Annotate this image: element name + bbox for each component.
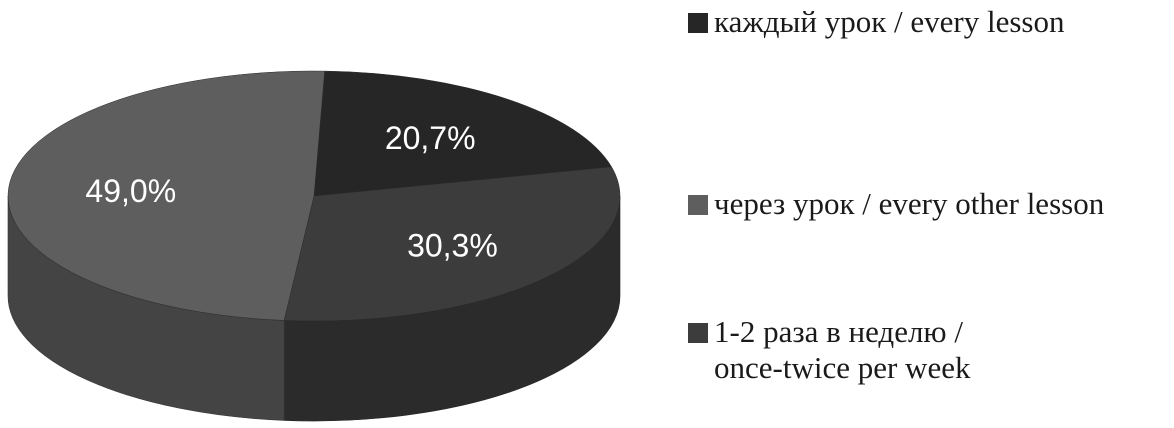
pie-label-every-lesson: 20,7% <box>385 120 476 156</box>
pie-slice-every-other-lesson <box>7 70 325 321</box>
pie-label-once-twice-per-week: 30,3% <box>407 227 498 263</box>
legend-swatch-once-twice-per-week <box>688 323 708 343</box>
pie-chart: 20,7% 30,3% 49,0% <box>7 70 621 422</box>
legend-entry-every-lesson: каждый урок / every lesson <box>688 4 1064 40</box>
legend-label-once-twice-per-week: 1-2 раза в неделю / once-twice per week <box>714 314 971 385</box>
legend-swatch-every-lesson <box>688 13 708 33</box>
pie-slice-labels: 20,7% 30,3% 49,0% <box>85 120 497 263</box>
pie-label-every-other-lesson: 49,0% <box>85 173 176 209</box>
pie-slice-every-lesson <box>313 70 612 197</box>
pie-top-faces <box>7 70 621 322</box>
pie-slice-once-twice-per-week <box>283 166 621 322</box>
legend-label-every-lesson: каждый урок / every lesson <box>714 4 1065 39</box>
legend-entry-once-twice-per-week: 1-2 раза в неделю / once-twice per week <box>688 314 970 386</box>
legend-label-every-other-lesson: через урок / every other lesson <box>714 186 1105 221</box>
legend-entry-every-other-lesson: через урок / every other lesson <box>688 186 1104 222</box>
legend-swatch-every-other-lesson <box>688 195 708 215</box>
chart-legend: каждый урок / every lesson через урок / … <box>688 0 1168 428</box>
